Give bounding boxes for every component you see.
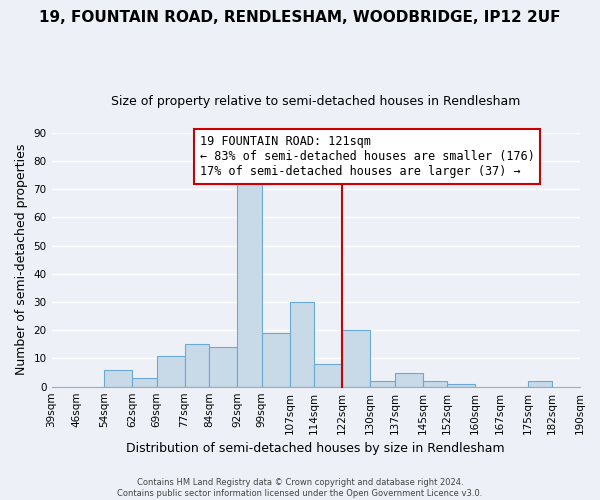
Bar <box>157 356 185 386</box>
Bar <box>185 344 209 387</box>
Bar <box>237 172 262 386</box>
Text: Contains HM Land Registry data © Crown copyright and database right 2024.
Contai: Contains HM Land Registry data © Crown c… <box>118 478 482 498</box>
Bar <box>132 378 157 386</box>
Bar <box>314 364 342 386</box>
Bar <box>104 370 132 386</box>
Bar <box>209 347 237 387</box>
Bar <box>290 302 314 386</box>
Title: Size of property relative to semi-detached houses in Rendlesham: Size of property relative to semi-detach… <box>111 95 520 108</box>
Bar <box>370 381 395 386</box>
Y-axis label: Number of semi-detached properties: Number of semi-detached properties <box>15 144 28 376</box>
Text: 19 FOUNTAIN ROAD: 121sqm
← 83% of semi-detached houses are smaller (176)
17% of : 19 FOUNTAIN ROAD: 121sqm ← 83% of semi-d… <box>200 136 535 178</box>
X-axis label: Distribution of semi-detached houses by size in Rendlesham: Distribution of semi-detached houses by … <box>127 442 505 455</box>
Bar <box>262 333 290 386</box>
Bar <box>422 381 447 386</box>
Bar <box>447 384 475 386</box>
Bar <box>342 330 370 386</box>
Bar <box>527 381 552 386</box>
Text: 19, FOUNTAIN ROAD, RENDLESHAM, WOODBRIDGE, IP12 2UF: 19, FOUNTAIN ROAD, RENDLESHAM, WOODBRIDG… <box>39 10 561 25</box>
Bar <box>395 372 422 386</box>
